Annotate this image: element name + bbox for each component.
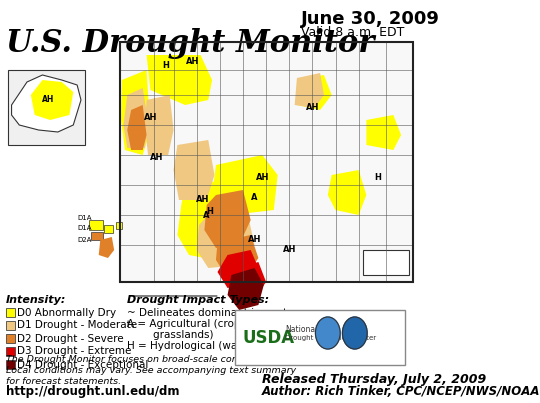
Text: D1 Drought - Moderate: D1 Drought - Moderate [17, 320, 137, 330]
Text: H: H [206, 208, 213, 216]
Bar [6, 308, 15, 317]
Text: A: A [202, 210, 209, 220]
Text: Author: Rich Tinker, CPC/NCEP/NWS/NOAA: Author: Rich Tinker, CPC/NCEP/NWS/NOAA [262, 385, 540, 398]
Bar [119, 42, 413, 282]
Polygon shape [366, 115, 401, 150]
Text: H: H [163, 60, 169, 69]
Text: National: National [285, 326, 318, 334]
Bar [6, 360, 15, 369]
Text: H = Hydrological (water): H = Hydrological (water) [127, 341, 256, 351]
Polygon shape [218, 250, 258, 288]
Text: D3 Drought - Extreme: D3 Drought - Extreme [17, 347, 131, 357]
Text: AH: AH [282, 245, 296, 255]
Text: AH: AH [248, 235, 261, 245]
Polygon shape [205, 190, 251, 248]
Polygon shape [295, 73, 324, 108]
Text: H: H [375, 174, 381, 183]
Text: AH: AH [144, 114, 157, 123]
Polygon shape [173, 140, 214, 200]
Bar [8, 70, 85, 145]
Text: AH: AH [306, 104, 319, 112]
Bar [235, 310, 405, 365]
Circle shape [315, 317, 340, 349]
Polygon shape [127, 105, 146, 150]
Text: D1A: D1A [77, 225, 92, 231]
Polygon shape [328, 170, 366, 215]
Text: Drought Mitigation Center: Drought Mitigation Center [285, 335, 376, 341]
Text: Local conditions may vary. See accompanying text summary: Local conditions may vary. See accompany… [6, 366, 296, 375]
Bar [91, 232, 103, 240]
Bar [89, 220, 103, 230]
Polygon shape [231, 262, 266, 298]
Text: grasslands): grasslands) [127, 330, 214, 340]
Circle shape [342, 317, 367, 349]
Text: http://drought.unl.edu/dm: http://drought.unl.edu/dm [6, 385, 180, 398]
Text: AH: AH [196, 195, 210, 204]
Polygon shape [227, 268, 264, 310]
Text: D2A: D2A [77, 237, 91, 243]
Polygon shape [216, 235, 258, 278]
Text: for forecast statements.: for forecast statements. [6, 377, 122, 386]
Text: A = Agricultural (crops, pastures,: A = Agricultural (crops, pastures, [127, 319, 301, 329]
Text: A: A [251, 193, 258, 202]
Polygon shape [11, 75, 81, 132]
Polygon shape [99, 237, 114, 258]
Bar [6, 321, 15, 330]
Bar [6, 347, 15, 356]
Text: D1A: D1A [77, 215, 92, 221]
Polygon shape [146, 55, 212, 105]
Text: The Drought Monitor focuses on broad-scale conditions.: The Drought Monitor focuses on broad-sca… [6, 355, 273, 364]
Text: D2 Drought - Severe: D2 Drought - Severe [17, 334, 124, 343]
Bar [119, 42, 413, 282]
Text: U.S. Drought Monitor: U.S. Drought Monitor [6, 28, 375, 59]
Text: AH: AH [186, 58, 199, 66]
Text: AH: AH [42, 96, 54, 104]
Polygon shape [31, 80, 73, 120]
Polygon shape [121, 70, 151, 155]
Polygon shape [212, 155, 278, 215]
Text: June 30, 2009: June 30, 2009 [301, 10, 440, 28]
Polygon shape [124, 88, 148, 148]
Text: Intensity:: Intensity: [6, 295, 66, 305]
Polygon shape [145, 95, 173, 155]
Text: USDA: USDA [243, 329, 295, 347]
Polygon shape [178, 180, 239, 260]
Text: Released Thursday, July 2, 2009: Released Thursday, July 2, 2009 [262, 373, 487, 386]
Text: D4 Drought - Exceptional: D4 Drought - Exceptional [17, 359, 149, 370]
Bar [362, 250, 409, 275]
Polygon shape [297, 75, 332, 110]
Text: AH: AH [150, 154, 163, 162]
Text: ~ Delineates dominant impacts: ~ Delineates dominant impacts [127, 308, 293, 318]
Text: D0 Abnormally Dry: D0 Abnormally Dry [17, 307, 116, 318]
Bar [116, 222, 122, 229]
Text: AH: AH [255, 174, 269, 183]
Bar [104, 225, 113, 233]
Bar [6, 334, 15, 343]
Text: Valid 8 a.m. EDT: Valid 8 a.m. EDT [301, 26, 404, 39]
Text: Drought Impact Types:: Drought Impact Types: [127, 295, 269, 305]
Polygon shape [197, 210, 254, 268]
